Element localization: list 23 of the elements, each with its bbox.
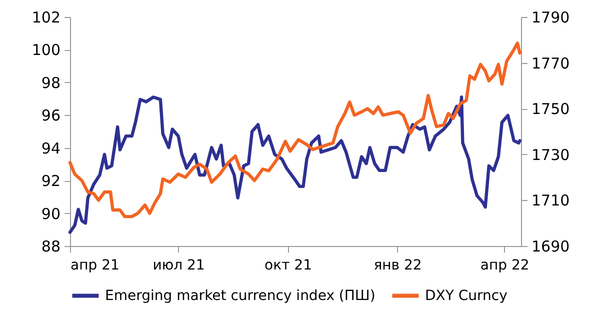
y-tick-label: 98 [41, 74, 60, 92]
legend-label: DXY Curncy [425, 288, 508, 304]
y-tick-label: 90 [41, 204, 60, 223]
y-tick-label: 96 [41, 106, 60, 125]
y-tick-label: 102 [32, 8, 60, 26]
legend-label: Emerging market currency index (ПШ) [105, 288, 376, 304]
line-series [68, 42, 522, 218]
y-tick-label: 92 [41, 172, 60, 190]
x-tick-label: окт 21 [264, 258, 312, 274]
y-tick-label: 94 [41, 139, 60, 158]
y-tick-label: 100 [32, 41, 60, 60]
y-tick-label: 88 [41, 238, 60, 256]
x-tick-label: апр 22 [480, 258, 530, 274]
y2-tick-label: 1770 [532, 54, 570, 72]
y2-tick-label: 1790 [532, 8, 570, 26]
y2-tick-label: 1730 [532, 146, 570, 164]
y2-tick-label: 1750 [532, 100, 570, 118]
line-series [68, 96, 522, 234]
x-tick-label: янв 22 [374, 258, 422, 274]
x-tick-label: июл 21 [152, 258, 205, 274]
x-tick-label: апр 21 [70, 258, 120, 274]
y2-tick-label: 1690 [532, 238, 570, 256]
y2-tick-label: 1710 [532, 192, 570, 210]
